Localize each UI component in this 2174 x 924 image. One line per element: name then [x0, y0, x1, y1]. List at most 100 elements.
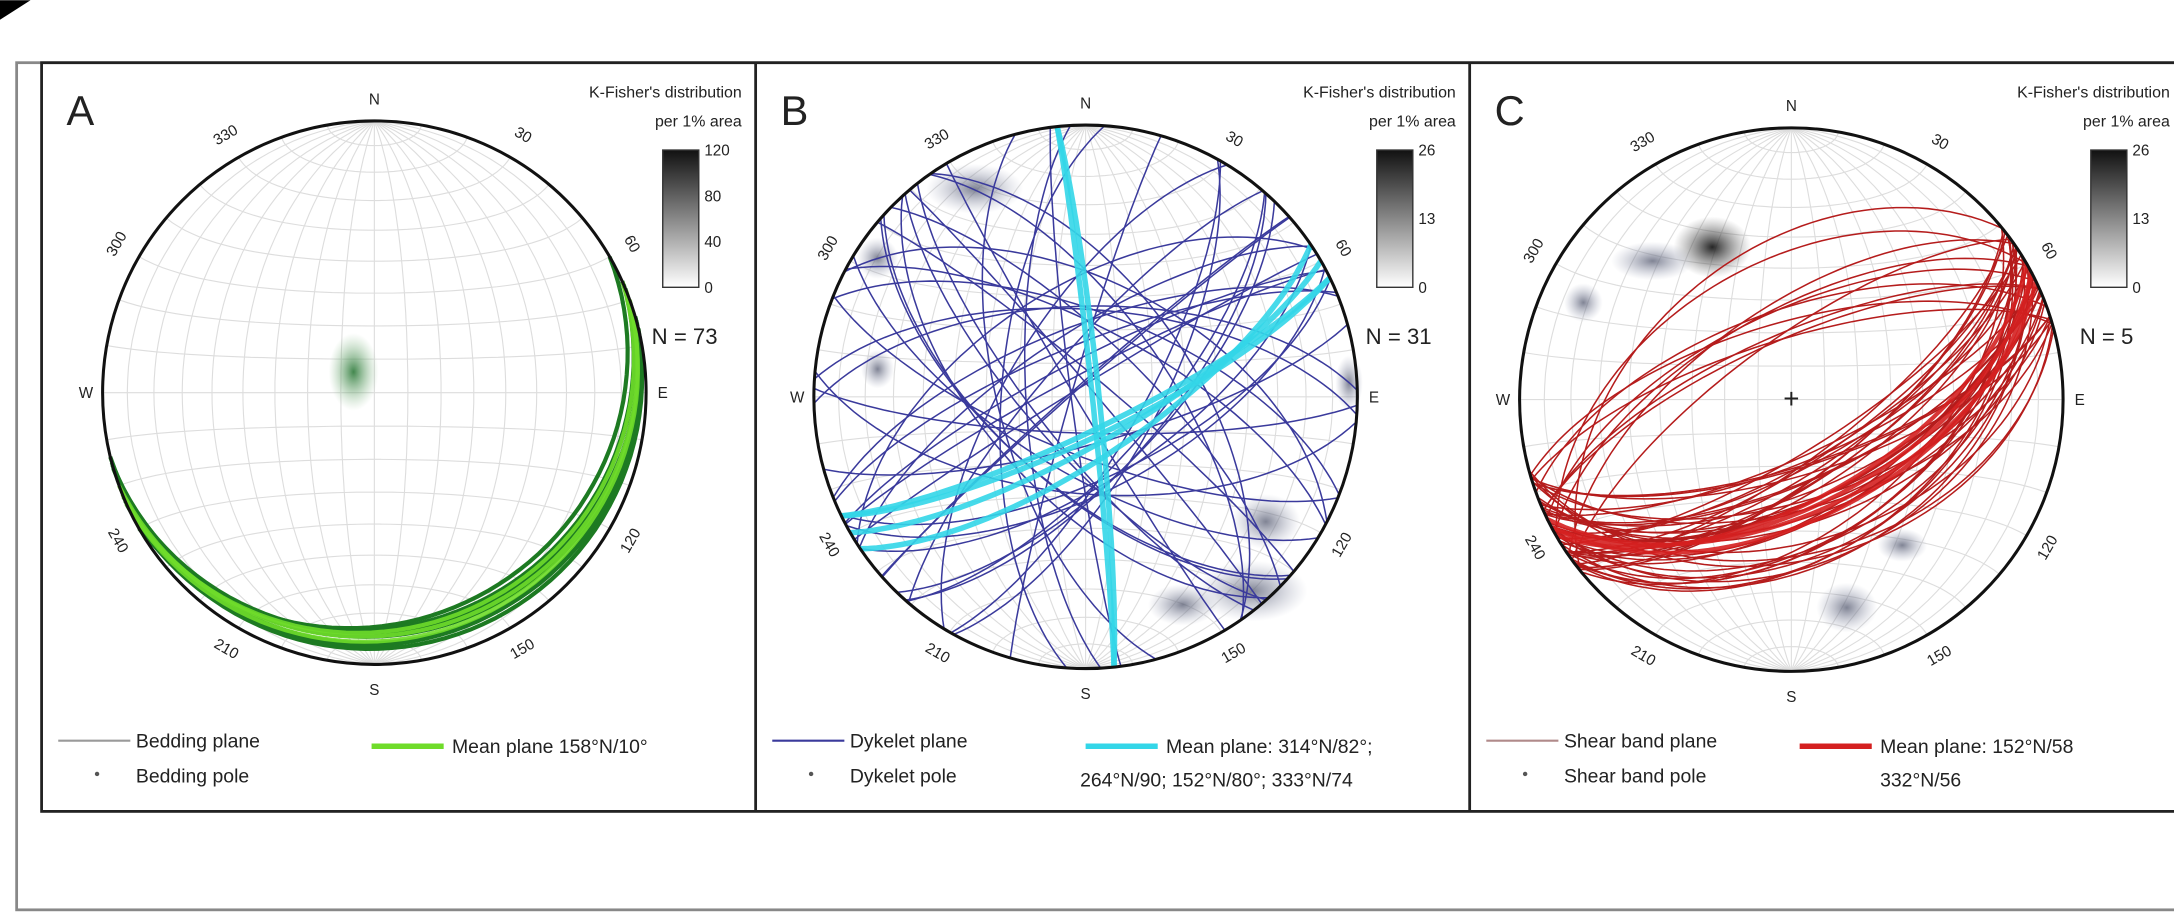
net-grid-line	[374, 120, 507, 665]
density-scale-label: 0	[1418, 280, 1426, 297]
density-blob	[926, 163, 1024, 214]
mean-plane-trace	[840, 275, 1332, 519]
degree-label: 330	[1627, 129, 1658, 156]
legend-mean-label: Mean plane: 314°N/82°;	[1166, 736, 1373, 758]
plane-trace	[905, 193, 1267, 601]
mean-plane-trace	[124, 281, 637, 635]
compass-label: E	[2075, 392, 2085, 409]
legend-pole-label: Dykelet pole	[850, 765, 957, 787]
compass-label: E	[658, 385, 668, 402]
plane-trace	[930, 172, 1251, 621]
degree-label: 150	[1218, 640, 1249, 667]
legend-mean-label: Mean plane: 152°N/58	[1880, 736, 2073, 758]
density-scale-bar	[1376, 149, 1414, 288]
degree-label: 300	[1520, 236, 1547, 267]
net-grid-line	[373, 120, 475, 665]
density-scale-label: 13	[2132, 211, 2149, 228]
net-grid-line	[373, 120, 442, 665]
net-grid-line	[1570, 127, 1792, 672]
degree-label: 30	[1223, 128, 1246, 151]
density-scale-label: 0	[2132, 280, 2140, 297]
degree-label: 240	[1521, 532, 1548, 563]
plane-trace	[1553, 257, 2029, 534]
plane-trace	[1555, 230, 2027, 536]
degree-label: 120	[2034, 532, 2061, 563]
legend-pole-dot	[1522, 771, 1528, 777]
degree-label: 240	[815, 530, 842, 561]
degree-label: 60	[2037, 239, 2060, 262]
plane-trace	[945, 163, 1226, 631]
net-grid-line	[1691, 127, 1792, 672]
compass-label: N	[369, 91, 380, 108]
density-subtitle: per 1% area	[655, 113, 742, 130]
degree-label: 30	[511, 124, 534, 147]
degree-label: 30	[1928, 131, 1951, 154]
net-grid-line	[1791, 127, 2039, 672]
n-label: N = 5	[2080, 324, 2134, 349]
legend-plane-label: Shear band plane	[1564, 731, 1717, 753]
net-grid-line	[1659, 127, 1792, 672]
plane-trace	[844, 269, 1327, 524]
plane-trace	[1573, 236, 2012, 585]
degree-label: 330	[210, 122, 241, 149]
density-blob	[1611, 241, 1695, 281]
legend-mean-label: Mean plane 158°N/10°	[452, 736, 648, 758]
mean-plane-trace	[1555, 263, 2029, 550]
plane-trace	[929, 173, 1245, 620]
plane-trace	[1535, 283, 2048, 493]
stereonet-panel: + N E S W 30 60 120 150 210 240 300 330 C K-Fisher's d…	[1486, 84, 2170, 791]
plane-trace	[1552, 268, 2031, 572]
plane-trace	[1544, 284, 2039, 517]
density-subtitle: per 1% area	[1369, 113, 1456, 130]
plane-trace	[814, 370, 1357, 497]
degree-label: 240	[104, 526, 131, 557]
plane-trace	[1531, 317, 2052, 554]
net-grid-line	[1791, 127, 1985, 672]
degree-label: 210	[1628, 642, 1659, 669]
plane-trace	[845, 265, 1327, 525]
panel-letter: A	[67, 87, 95, 134]
plane-trace	[1574, 206, 2003, 571]
legend-pole-label: Shear band pole	[1564, 765, 1706, 787]
plane-trace	[1049, 127, 1122, 667]
plane-trace	[1571, 238, 2011, 561]
centre-cross: +	[1783, 383, 1799, 414]
density-subtitle: per 1% area	[2083, 113, 2170, 130]
net-grid-line	[1757, 127, 1792, 672]
plane-trace	[1542, 283, 2040, 512]
legend-plane-label: Bedding plane	[136, 731, 260, 753]
net-grid-line	[1018, 124, 1087, 669]
legend-mean-label: 264°N/90; 152°N/80°; 333°N/74	[1080, 769, 1353, 791]
compass-label: W	[790, 389, 805, 406]
plane-trace	[1023, 125, 1102, 669]
panel-letter: B	[781, 87, 809, 134]
corner-marker	[0, 0, 31, 20]
compass-label: W	[1496, 392, 1511, 409]
degree-label: 330	[922, 126, 953, 153]
plane-trace	[1553, 267, 2030, 535]
density-blob	[328, 333, 379, 411]
plane-trace	[1554, 265, 2029, 579]
mean-plane-trace	[1054, 126, 1117, 668]
plane-trace	[999, 125, 1106, 669]
n-label: N = 73	[652, 324, 718, 349]
n-label: N = 31	[1366, 324, 1432, 349]
net-grid-line	[211, 120, 375, 665]
net-grid-line	[1628, 127, 1792, 672]
mean-plane-trace	[860, 243, 1314, 552]
density-title: K-Fisher's distribution	[2017, 84, 2170, 101]
panel-frame	[40, 61, 2174, 813]
net-grid-line	[307, 120, 375, 665]
net-grid-line	[274, 120, 375, 665]
net-grid-line	[374, 120, 538, 665]
compass-label: W	[79, 385, 94, 402]
plane-trace	[843, 246, 1328, 522]
mean-plane-trace	[841, 275, 1332, 519]
net-grid-line	[1790, 127, 1826, 672]
density-scale-label: 120	[704, 143, 729, 160]
compass-label: S	[369, 682, 379, 699]
degree-label: 210	[211, 636, 242, 663]
plane-trace	[906, 192, 1266, 603]
legend-pole-dot	[808, 771, 814, 777]
